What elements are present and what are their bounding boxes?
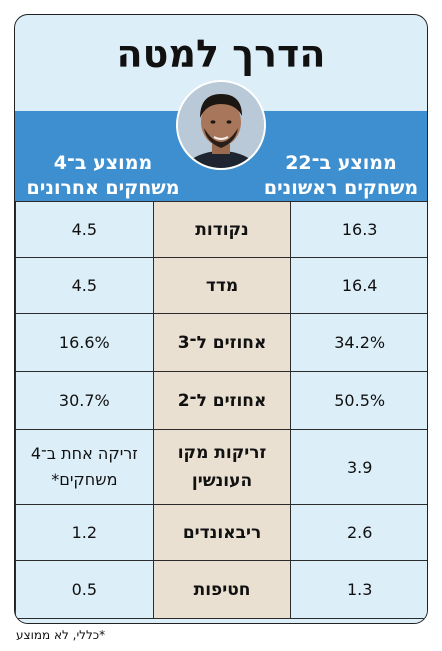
stat-label: אחוזים ל־2 [152,371,292,430]
first-games-value: 1.3 [290,560,427,619]
first-games-value: 2.6 [290,504,427,561]
card-title: הדרך למטה [116,32,326,76]
first-games-value: 16.3 [290,201,427,258]
last-games-value: 0.5 [15,560,154,619]
first-games-value: 3.9 [290,429,427,505]
footnote: *כללי, לא ממוצע [16,628,106,642]
first-games-value: 34.2% [290,313,427,372]
first-games-value: 50.5% [290,371,427,430]
stat-label: זריקות מקו העונשין [152,429,292,505]
stat-label: אחוזים ל־3 [152,313,292,372]
last-games-value: 1.2 [15,504,154,561]
table-row: 1.3 חטיפות 0.5 [15,560,427,619]
last-games-value: 4.5 [15,257,154,314]
stat-label: מדד [152,257,292,314]
table-row: 2.6 ריבאונדים 1.2 [15,504,427,561]
stat-label: ריבאונדים [152,504,292,561]
player-photo [176,80,266,170]
last-games-value: זריקה אחת ב־4 משחקים* [15,429,154,505]
table-row: 16.4 מדד 4.5 [15,257,427,314]
stats-card: הדרך למטה ממוצע ב־22 משחקים ראשונים ממוצ… [14,14,428,624]
last-games-value: 4.5 [15,201,154,258]
table-row: 3.9 זריקות מקו העונשין זריקה אחת ב־4 משחקי… [15,429,427,505]
last-games-label: ממוצע ב־4 משחקים אחרונים [26,152,180,199]
first-games-label: ממוצע ב־22 משחקים ראשונים [263,152,419,199]
table-row: 34.2% אחוזים ל־3 16.6% [15,313,427,372]
stats-table: 16.3 נקודות 4.5 16.4 מדד 4.5 34.2% אחוזים ל־3 16… [15,201,427,619]
stat-label: נקודות [152,201,292,258]
last-games-value: 16.6% [15,313,154,372]
table-row: 16.3 נקודות 4.5 [15,201,427,258]
table-row: 50.5% אחוזים ל־2 30.7% [15,371,427,430]
first-games-value: 16.4 [290,257,427,314]
stat-label: חטיפות [152,560,292,619]
last-games-value: 30.7% [15,371,154,430]
